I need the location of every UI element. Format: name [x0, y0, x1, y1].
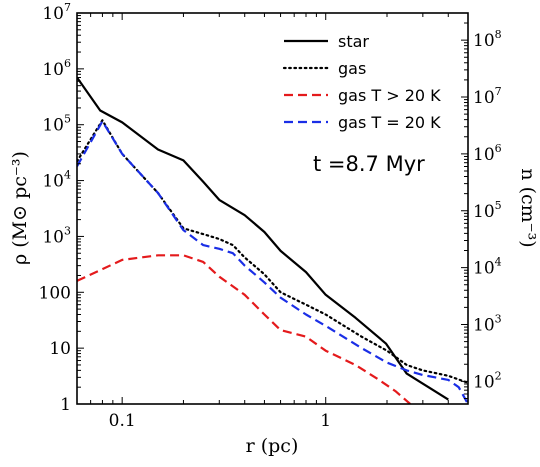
y2-axis-title: n (cm⁻³): [517, 168, 539, 247]
y-tick-label-base: 10: [42, 4, 64, 24]
legend-label-0: star: [338, 32, 369, 51]
y-tick-label-base: 10: [49, 339, 71, 359]
y-tick-label-base: 10: [42, 60, 64, 80]
y2-tick-label: 105: [473, 199, 502, 222]
plot-frame: [76, 12, 469, 405]
y-tick-label-exponent: 5: [64, 113, 71, 126]
y2-tick-label-base: 10: [473, 31, 495, 51]
y2-tick-label-exponent: 4: [495, 256, 502, 269]
y-tick-label-exponent: 7: [64, 1, 71, 14]
legend-label-2: gas T > 20 K: [338, 86, 441, 105]
y-tick-label-base: 10: [42, 172, 64, 192]
y-tick-label: 105: [42, 113, 71, 136]
y-tick-label: 103: [42, 224, 71, 247]
x-tick-label: 0.1: [109, 411, 136, 431]
legend-label-3: gas T = 20 K: [338, 113, 441, 132]
y-tick-label: 100: [39, 283, 71, 303]
y2-tick-label-base: 10: [473, 315, 495, 335]
y-tick-label: 107: [42, 1, 71, 24]
series-line-3: [77, 120, 468, 404]
y2-tick-label-base: 10: [473, 88, 495, 108]
y2-tick-label-exponent: 6: [495, 142, 502, 155]
y2-tick-label: 107: [473, 85, 502, 108]
y2-tick-label-exponent: 8: [495, 28, 502, 41]
y-tick-label: 104: [42, 169, 71, 192]
y2-tick-label-base: 10: [473, 372, 495, 392]
y2-tick-label-exponent: 2: [495, 369, 502, 382]
y2-tick-label-exponent: 7: [495, 85, 502, 98]
x-tick-label: 1: [320, 411, 331, 431]
y-tick-label: 1: [60, 395, 71, 415]
x-axis-title: r (pc): [246, 435, 299, 457]
y2-tick-label: 104: [473, 256, 502, 279]
y2-tick-label-base: 10: [473, 259, 495, 279]
y-axis-title: ρ (M⊙ pc⁻³): [9, 151, 31, 265]
y2-tick-label-base: 10: [473, 145, 495, 165]
y-tick-label-exponent: 4: [64, 169, 71, 182]
y2-tick-label: 102: [473, 369, 502, 392]
y2-tick-label-exponent: 5: [495, 199, 502, 212]
y-tick-label-base: 10: [42, 116, 64, 136]
y-tick-label-exponent: 6: [64, 57, 71, 70]
legend-label-1: gas: [338, 59, 366, 78]
y2-tick-label: 103: [473, 312, 502, 335]
y-tick-label-base: 1: [60, 395, 71, 415]
legend: star gas gas T > 20 K gas T = 20 K: [282, 32, 441, 132]
series-line-2: [77, 254, 411, 404]
y2-tick-label: 108: [473, 28, 502, 51]
y-tick-label-exponent: 3: [64, 224, 71, 237]
time-annotation: t =8.7 Myr: [313, 152, 425, 176]
y2-tick-label-base: 10: [473, 202, 495, 222]
y-tick-label: 10: [49, 339, 71, 359]
y-tick-label-base: 10: [42, 227, 64, 247]
y-tick-label: 106: [42, 57, 71, 80]
y-tick-label-base: 100: [39, 283, 71, 303]
series-line-0: [77, 76, 449, 401]
y2-tick-label: 106: [473, 142, 502, 165]
y2-tick-label-exponent: 3: [495, 312, 502, 325]
